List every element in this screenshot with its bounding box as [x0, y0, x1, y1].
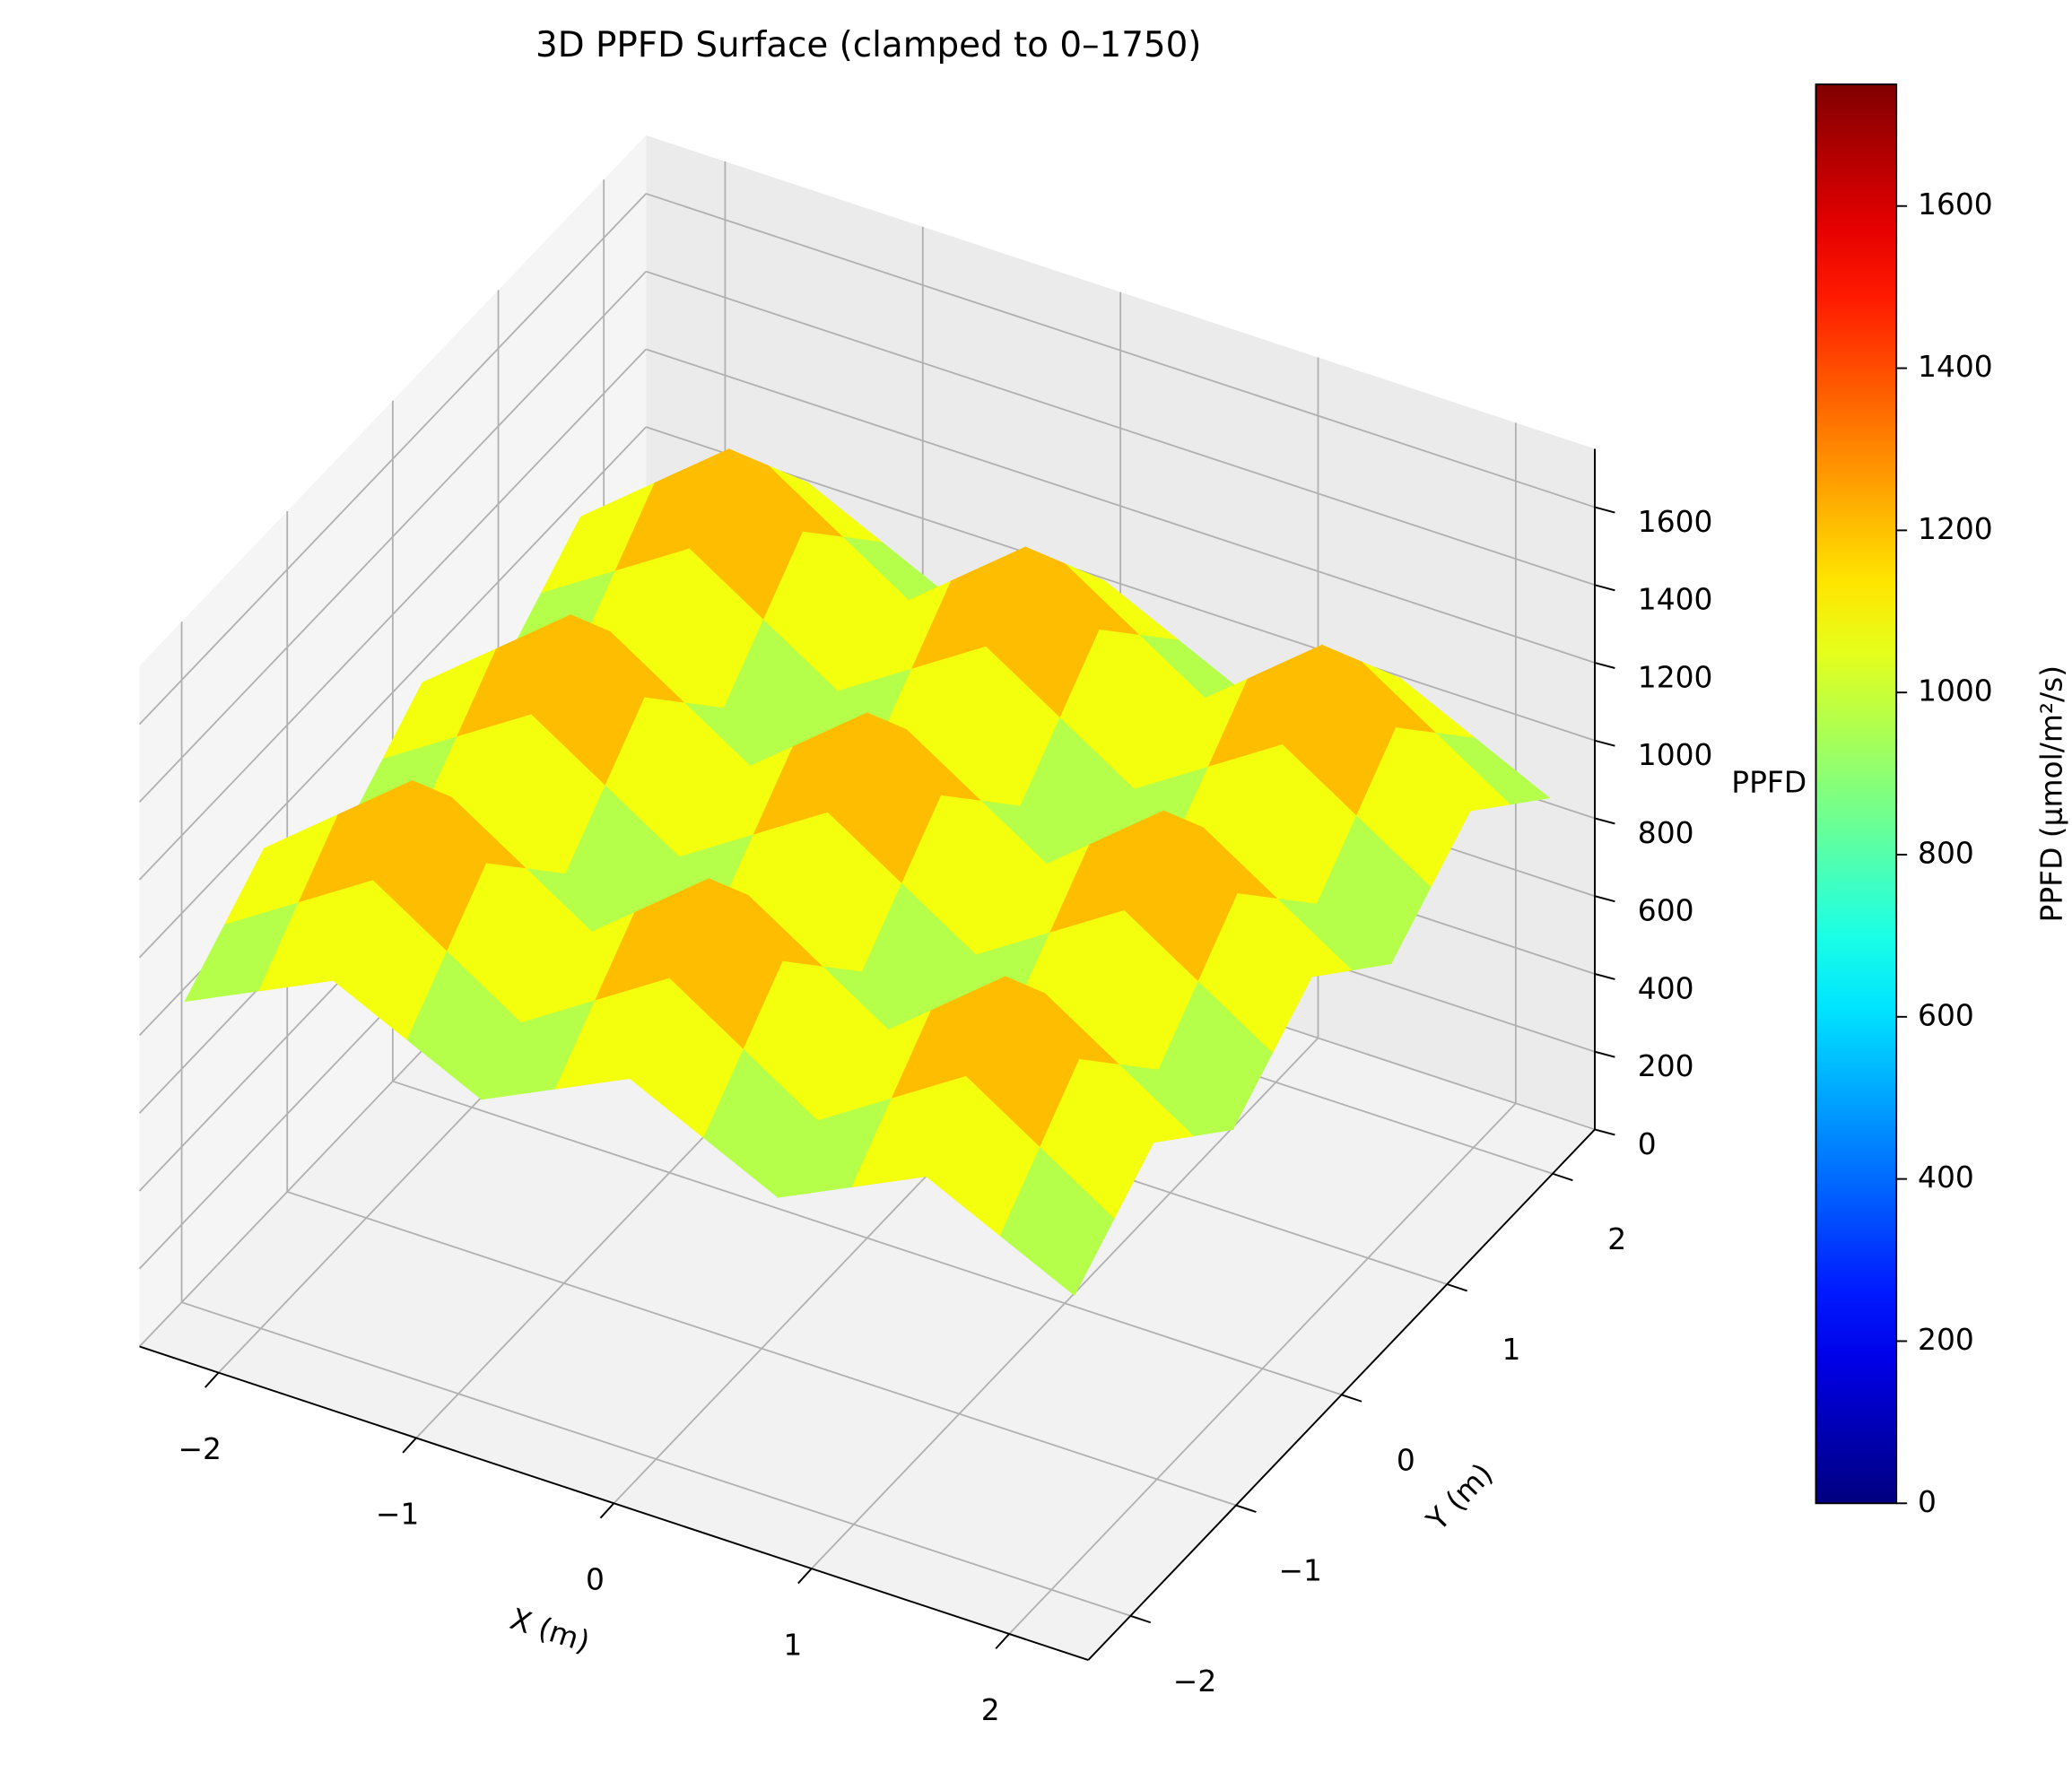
x-tick-label: −1	[376, 1497, 419, 1532]
z-tick-label: 400	[1638, 970, 1694, 1005]
z-tick-label: 1200	[1638, 659, 1713, 694]
colorbar-tick-label: 800	[1918, 836, 1974, 871]
y-tick	[1341, 1394, 1362, 1403]
colorbar-tick-label: 1200	[1918, 511, 1993, 546]
z-tick-label: 1400	[1638, 582, 1713, 617]
grid-line	[138, 426, 647, 959]
y-tick-label: 1	[1502, 1332, 1521, 1367]
grid-line	[645, 348, 1596, 664]
grid-line	[645, 193, 1596, 508]
x-tick	[204, 1371, 220, 1388]
z-tick-label: 200	[1638, 1048, 1694, 1083]
z-tick	[1594, 817, 1615, 825]
x-tick-label: 0	[586, 1561, 605, 1596]
y-tick	[1446, 1283, 1468, 1292]
grid-line	[286, 1191, 1237, 1507]
z-tick	[1594, 1050, 1615, 1058]
z-tick	[1594, 1128, 1615, 1136]
colorbar-label: PPFD (µmol/m²/s)	[2033, 665, 2068, 923]
y-tick-label: 0	[1397, 1442, 1415, 1477]
x-tick	[797, 1568, 813, 1585]
colorbar	[1815, 83, 1898, 1505]
y-axis-label: Y (m)	[1419, 1456, 1500, 1538]
z-tick	[1594, 973, 1615, 980]
colorbar-tick-label: 1400	[1918, 349, 1993, 384]
y-tick-label: −2	[1173, 1664, 1216, 1699]
z-tick	[1594, 584, 1615, 592]
z-tick	[1594, 662, 1615, 669]
z-tick-label: 0	[1638, 1126, 1657, 1161]
surface-facet	[999, 1146, 1115, 1297]
grid-line	[138, 348, 647, 881]
colorbar-tick-label: 400	[1918, 1160, 1974, 1195]
y-tick	[1552, 1172, 1573, 1182]
colorbar-tick-label: 1600	[1918, 187, 1993, 222]
x-tick	[995, 1633, 1010, 1650]
x-tick	[599, 1502, 615, 1519]
colorbar-tick-label: 200	[1918, 1322, 1974, 1357]
x-tick	[402, 1437, 417, 1454]
y-tick	[1235, 1504, 1257, 1513]
y-tick-label: −1	[1278, 1553, 1321, 1588]
z-tick	[1594, 895, 1615, 903]
grid-line	[392, 1080, 1342, 1396]
y-tick-label: 2	[1607, 1221, 1626, 1256]
x-tick-label: −2	[178, 1431, 222, 1466]
chart-title: 3D PPFD Surface (clamped to 0–1750)	[535, 25, 1201, 65]
z-tick-label: 800	[1638, 815, 1694, 850]
grid-line	[645, 270, 1596, 587]
z-axis-label: PPFD	[1731, 764, 1806, 799]
z-tick-label: 1600	[1638, 504, 1713, 539]
z-tick	[1594, 739, 1615, 747]
colorbar-tick-label: 1000	[1918, 673, 1993, 708]
grid-line	[645, 426, 1596, 742]
x-tick-label: 1	[783, 1627, 802, 1662]
grid-line	[181, 1301, 1131, 1617]
x-tick-label: 2	[981, 1692, 1000, 1727]
grid-line	[138, 271, 647, 803]
colorbar-tick-label: 600	[1918, 997, 1974, 1032]
z-tick-label: 600	[1638, 893, 1694, 928]
z-tick	[1594, 506, 1615, 514]
z-tick-label: 1000	[1638, 737, 1713, 772]
colorbar-tick-label: 0	[1918, 1484, 1937, 1519]
y-tick	[1130, 1614, 1152, 1624]
grid-line	[138, 193, 647, 726]
x-axis-label: X (m)	[506, 1601, 594, 1659]
